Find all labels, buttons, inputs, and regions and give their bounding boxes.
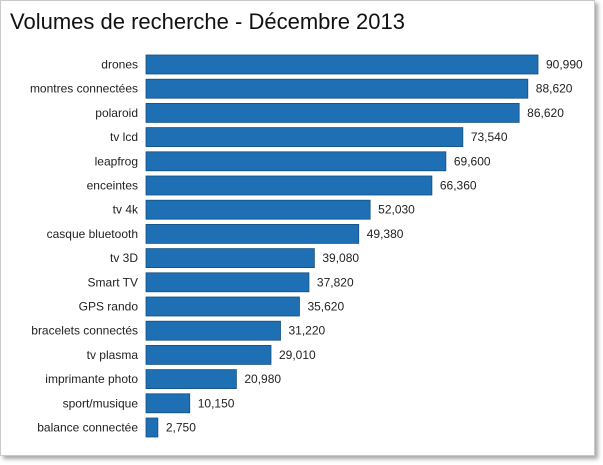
chart-title: Volumes de recherche - Décembre 2013 [10, 9, 405, 34]
bar [145, 272, 310, 293]
value-label: 2,750 [166, 421, 196, 435]
bar [145, 54, 539, 75]
value-label: 86,620 [527, 106, 564, 120]
bar [145, 127, 464, 147]
value-label: 73,540 [471, 130, 508, 144]
bar [145, 199, 371, 220]
value-label: 39,080 [322, 251, 359, 265]
category-label: casque bluetooth [47, 227, 138, 241]
bar [145, 417, 159, 438]
category-label: tv 4k [113, 203, 139, 217]
bar [145, 175, 433, 196]
value-label: 10,150 [198, 396, 235, 410]
category-label: tv plasma [87, 348, 139, 362]
category-label: tv lcd [110, 130, 138, 144]
bar [145, 223, 360, 244]
bar [145, 248, 315, 269]
bar [145, 344, 272, 365]
bar [145, 78, 529, 99]
value-label: 35,620 [307, 300, 344, 314]
category-label: leapfrog [95, 154, 138, 168]
value-label: 37,820 [317, 275, 354, 289]
category-label: Smart TV [88, 275, 138, 289]
bar [145, 103, 520, 123]
category-label: imprimante photo [45, 372, 138, 386]
value-label: 52,030 [378, 203, 415, 217]
value-label: 88,620 [536, 82, 573, 96]
value-label: 29,010 [279, 348, 316, 362]
value-label: 31,220 [289, 324, 326, 338]
value-label: 49,380 [367, 227, 404, 241]
bar [145, 393, 191, 414]
category-label: sport/musique [63, 396, 139, 410]
category-label: GPS rando [79, 300, 139, 314]
value-label: 69,600 [454, 154, 491, 168]
bar [145, 369, 237, 390]
value-label: 20,980 [244, 372, 281, 386]
category-label: enceintes [87, 179, 138, 193]
bar [145, 296, 300, 317]
category-label: polaroid [95, 106, 138, 120]
category-label: montres connectées [30, 82, 138, 96]
bar [145, 320, 281, 341]
value-label: 90,990 [546, 58, 583, 72]
category-label: drones [101, 58, 138, 72]
bar [145, 151, 447, 172]
category-label: bracelets connectés [31, 324, 138, 338]
category-label: balance connectée [37, 421, 138, 435]
category-label: tv 3D [110, 251, 138, 265]
value-label: 66,360 [440, 179, 477, 193]
